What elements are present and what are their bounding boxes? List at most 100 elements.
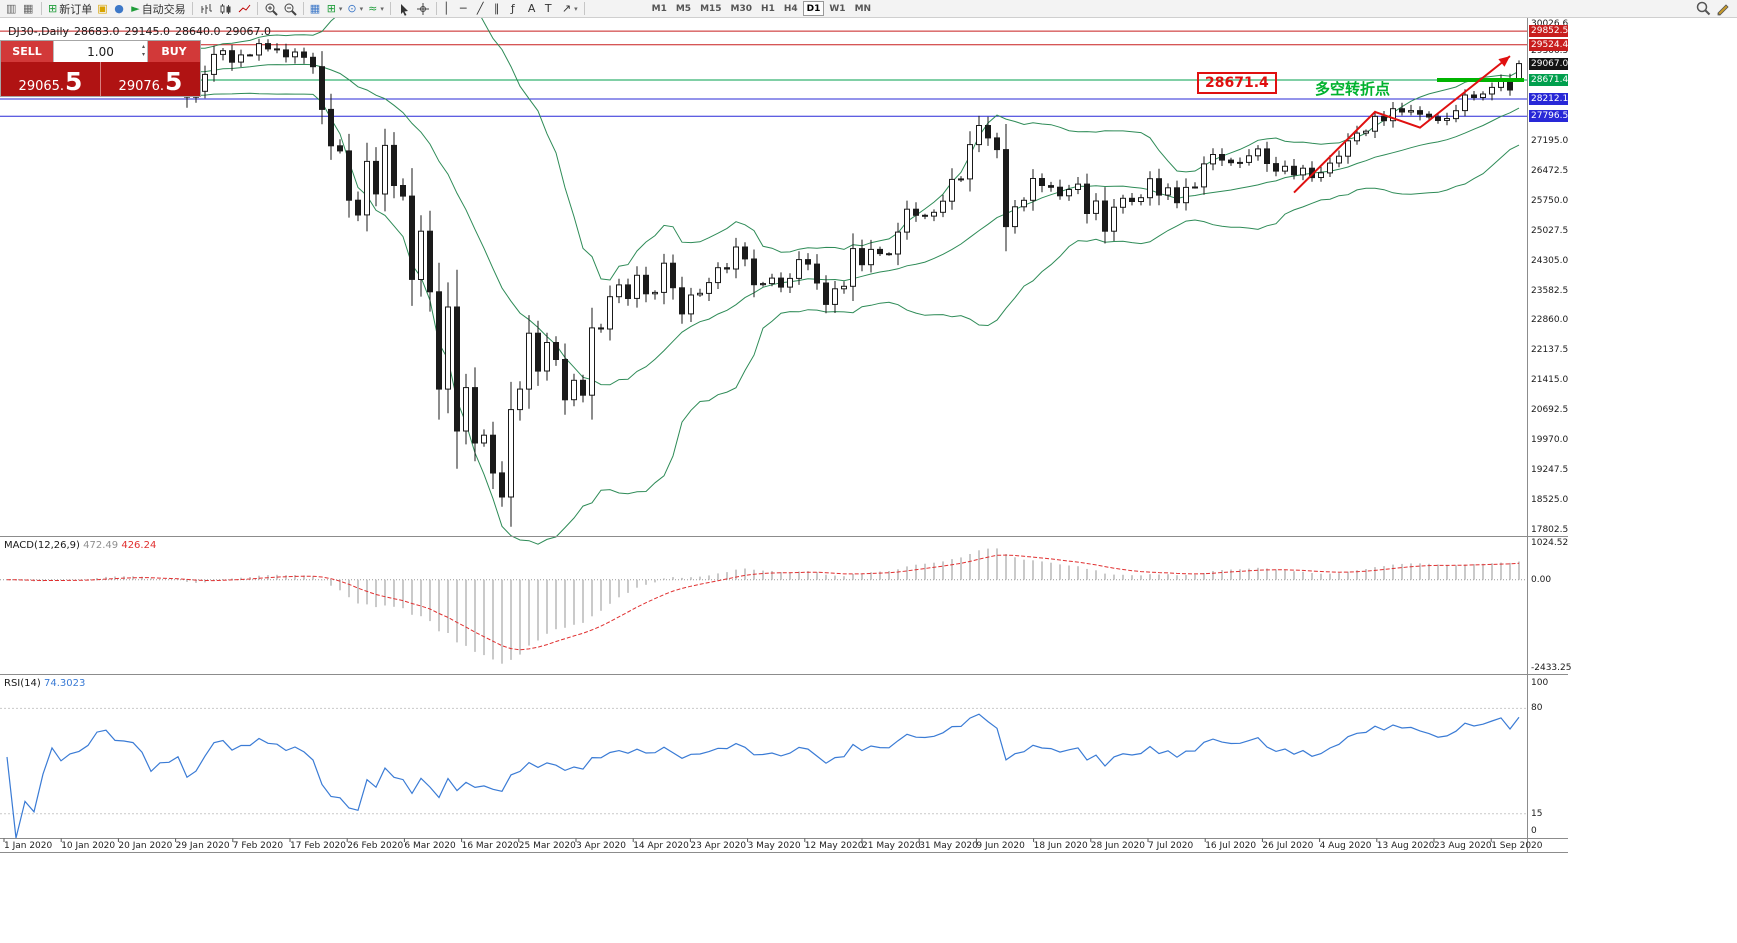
volume-spinner[interactable]: ▴ ▾	[142, 43, 145, 59]
zoom-in-icon[interactable]	[262, 1, 280, 17]
timeframe-m5-button[interactable]: M5	[672, 1, 695, 16]
axis-label: 29366.5	[1531, 46, 1569, 57]
rsi-line	[6, 713, 1520, 839]
vertical-line-icon[interactable]: │	[441, 1, 457, 17]
axis-label: 19247.5	[1531, 464, 1569, 475]
toolbar-separator	[191, 2, 193, 15]
macd-indicator-label: MACD(12,26,9) 472.49 426.24	[4, 540, 156, 551]
sell-price-main: 29065.	[18, 79, 65, 94]
close-value: 29067.0	[225, 25, 272, 38]
axis-label: 22137.5	[1531, 345, 1569, 356]
macd-name: MACD(12,26,9)	[4, 540, 80, 551]
sell-button[interactable]: SELL	[1, 41, 53, 62]
axis-label: 17802.5	[1531, 524, 1569, 535]
axis-label: 100	[1531, 678, 1549, 688]
rsi-name: RSI(14)	[4, 678, 41, 689]
equidistant-channel-icon[interactable]: ∥	[492, 1, 508, 17]
arrows-icon[interactable]: ↗ ▾	[561, 1, 578, 15]
buy-price-big-digit: 5	[165, 67, 183, 96]
timeframe-d1-button[interactable]: D1	[802, 1, 825, 16]
axis-label: 26472.5	[1531, 166, 1569, 176]
rsi-value: 74.3023	[43, 678, 86, 689]
period-selector-icon[interactable]: ⊙ ▾	[347, 1, 364, 15]
trade-panel-price-row: 29065. 5 29076. 5	[1, 62, 200, 96]
timeframe-w1-button[interactable]: W1	[825, 1, 849, 16]
sell-price[interactable]: 29065. 5	[1, 62, 100, 96]
new-order-button[interactable]: ⊞ 新订单	[48, 1, 93, 16]
trendline-icon[interactable]: ╱	[475, 1, 491, 17]
text-icon[interactable]: A	[526, 1, 542, 17]
toolbar-separator	[41, 2, 42, 15]
search-icon[interactable]	[1694, 1, 1713, 17]
axis-label: 24305.0	[1531, 255, 1569, 266]
level-callout-label: 28671.4	[1197, 72, 1277, 94]
axis-label: 0.00	[1531, 574, 1552, 585]
bollinger-bands	[6, 0, 1520, 545]
low-value: 28640.0	[175, 25, 221, 38]
new-chart-button[interactable]: ▥	[4, 1, 20, 17]
price-tag: 29067.0	[1529, 57, 1569, 70]
axis-label: 22860.0	[1531, 315, 1569, 326]
axis-label: 15	[1531, 808, 1543, 819]
fibonacci-icon[interactable]: ƒ	[509, 1, 525, 17]
timeframe-h1-button[interactable]: H1	[757, 1, 779, 16]
axis-label: 23582.5	[1531, 285, 1569, 296]
profiles-button[interactable]: ▦	[21, 1, 37, 17]
timeframe-m1-button[interactable]: M1	[648, 1, 671, 16]
timeframe-h4-button[interactable]: H4	[780, 1, 802, 16]
tile-windows-icon[interactable]: ▦	[308, 1, 324, 17]
axis-label: 21415.0	[1531, 375, 1569, 386]
toolbar-separator	[302, 2, 304, 15]
toolbar-separator	[435, 2, 437, 15]
toolbar-separator	[389, 2, 391, 15]
edit-icon[interactable]	[1714, 1, 1733, 17]
timeframe-m15-button[interactable]: M15	[696, 1, 725, 16]
volume-field[interactable]: 1.00 ▴ ▾	[53, 41, 148, 62]
zoom-out-icon[interactable]	[281, 1, 299, 17]
axis-label: 19970.0	[1531, 435, 1569, 445]
buy-price[interactable]: 29076. 5	[100, 62, 200, 96]
axis-label: -2433.25	[1531, 663, 1572, 673]
macd-signal-value: 426.24	[121, 540, 157, 551]
axis-label: 0	[1531, 826, 1537, 836]
turning-point-note: 多空转折点	[1315, 80, 1391, 98]
toolbar-separator	[583, 2, 585, 15]
add-chart-icon[interactable]: ⊞ ▾	[326, 1, 343, 15]
price-tag: 28671.4	[1529, 74, 1569, 86]
indicators-icon[interactable]: ≈ ▾	[368, 1, 384, 15]
trade-panel-top-row: SELL 1.00 ▴ ▾ BUY	[1, 41, 200, 62]
toolbar-separator	[256, 2, 258, 15]
candles	[4, 38, 1522, 527]
horizontal-line-icon[interactable]: ─	[458, 1, 474, 17]
price-scale[interactable]: 30026.6 29366.5 27195.0 26472.5 25750.0 25027…	[1529, 0, 1572, 853]
macd-histogram	[0, 548, 1527, 664]
timeframe-mn-button[interactable]: MN	[851, 1, 876, 16]
axis-label: 25027.5	[1531, 225, 1569, 236]
price-tag: 28212.1	[1529, 93, 1569, 105]
text-label-icon[interactable]: T	[543, 1, 559, 17]
symbol-period-label: DJ30-,Daily	[8, 25, 70, 38]
rsi-indicator-label: RSI(14) 74.3023	[4, 678, 85, 689]
candlestick-chart-icon[interactable]	[216, 1, 234, 17]
macd-main-value: 472.49	[83, 540, 119, 551]
bar-chart-icon[interactable]	[197, 1, 215, 17]
line-chart-icon[interactable]	[235, 1, 253, 17]
autotrading-button[interactable]: ► 自动交易	[131, 1, 186, 16]
level-lines	[0, 30, 1527, 117]
cursor-icon[interactable]	[395, 1, 413, 17]
high-value: 29145.0	[124, 25, 171, 38]
axis-label: 1024.52	[1531, 537, 1569, 548]
spinner-down-icon[interactable]: ▾	[141, 51, 145, 58]
community-icon[interactable]: ●	[112, 1, 128, 17]
mailbox-icon[interactable]: ▣	[95, 1, 111, 17]
buy-button[interactable]: BUY	[148, 41, 200, 62]
timeframe-m30-button[interactable]: M30	[727, 1, 756, 16]
axis-label: 30026.6	[1531, 18, 1569, 29]
axis-label: 20692.5	[1531, 405, 1569, 416]
spinner-up-icon[interactable]: ▴	[141, 43, 145, 50]
main-toolbar: ▥ ▦ ⊞ 新订单 ▣ ● ► 自动交易 ▦ ⊞ ▾ ⊙ ▾ ≈ ▾ │ ─ ╱ ∥ ƒ A T ↗ ▾ M1 M5 M15 M30 H…	[0, 0, 1737, 18]
axis-label: 25750.0	[1531, 195, 1569, 206]
open-value: 28683.0	[74, 25, 120, 38]
crosshair-icon[interactable]	[414, 1, 432, 17]
